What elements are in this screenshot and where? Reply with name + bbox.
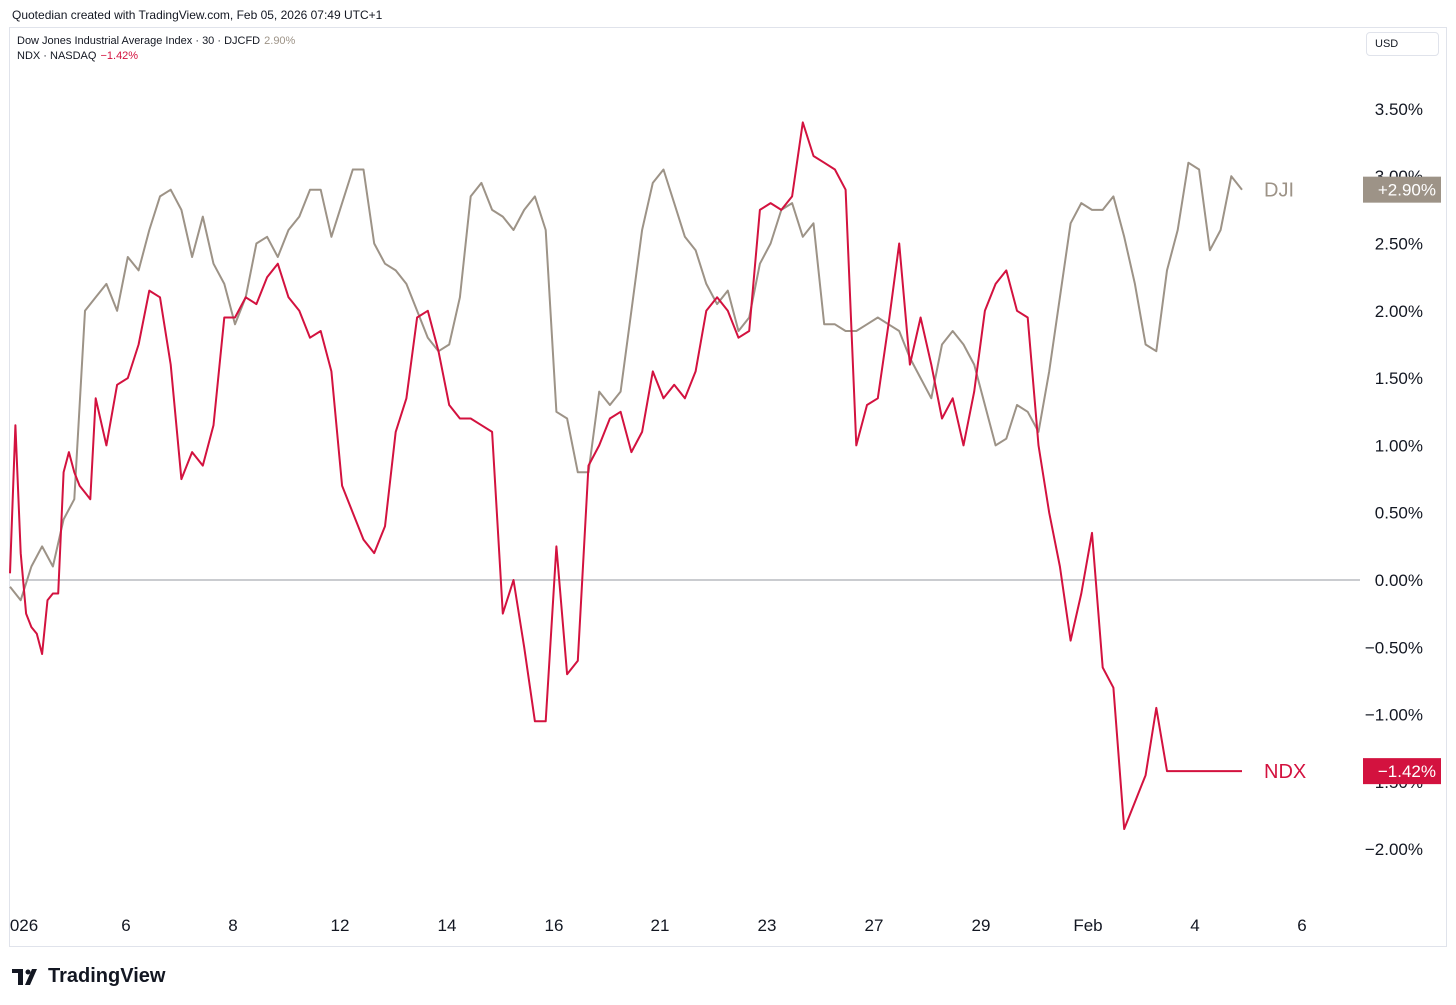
legend-dji-value: 2.90% <box>264 35 296 47</box>
tradingview-logo-icon <box>12 968 37 985</box>
x-tick-label: 8 <box>228 916 237 935</box>
last-value-label-ndx: −1.42% <box>1378 762 1436 781</box>
last-value-badge-ndx <box>1363 758 1441 785</box>
series-line-ndx[interactable] <box>9 121 1242 830</box>
y-tick-label: −2.00% <box>1365 840 1423 859</box>
y-tick-label: −0.50% <box>1365 638 1423 657</box>
series-name-dji: DJI <box>1264 180 1294 202</box>
x-tick-label: 12 <box>331 916 350 935</box>
y-tick-label: 0.50% <box>1375 504 1423 523</box>
legend-ndx[interactable]: NDX · NASDAQ −1.42% <box>17 49 295 64</box>
series-line-dji[interactable] <box>9 161 1243 602</box>
y-tick-label: −1.00% <box>1365 706 1423 725</box>
chart-header: Quotedian created with TradingView.com, … <box>12 8 383 22</box>
brand-name: TradingView <box>48 965 166 987</box>
y-tick-label: 0.00% <box>1375 571 1423 590</box>
y-tick-label: 1.00% <box>1375 436 1423 455</box>
brand: TradingView <box>12 965 165 988</box>
series-name-ndx: NDX <box>1264 761 1306 783</box>
currency-button[interactable]: USD <box>1366 32 1439 56</box>
x-tick-label: 14 <box>438 916 457 935</box>
x-tick-label: 026 <box>10 916 38 935</box>
y-tick-label: 2.00% <box>1375 302 1423 321</box>
y-tick-label: 3.50% <box>1375 100 1423 119</box>
x-tick-label: 6 <box>121 916 130 935</box>
legend-ndx-label: NDX · NASDAQ <box>17 50 97 62</box>
legend: Dow Jones Industrial Average Index · 30 … <box>17 34 295 64</box>
x-tick-label: 16 <box>545 916 564 935</box>
x-tick-label: 4 <box>1190 916 1199 935</box>
x-tick-label: 6 <box>1297 916 1306 935</box>
legend-ndx-value: −1.42% <box>100 50 139 62</box>
last-value-label-dji: +2.90% <box>1378 181 1436 200</box>
chart-frame <box>9 27 1447 947</box>
y-tick-label: 2.50% <box>1375 235 1423 254</box>
x-tick-label: Feb <box>1073 916 1102 935</box>
legend-dji[interactable]: Dow Jones Industrial Average Index · 30 … <box>17 34 295 49</box>
last-value-badge-dji <box>1363 176 1441 203</box>
x-tick-label: 29 <box>972 916 991 935</box>
y-tick-label: 1.50% <box>1375 369 1423 388</box>
x-tick-label: 21 <box>651 916 670 935</box>
legend-dji-label: Dow Jones Industrial Average Index · 30 … <box>17 35 261 47</box>
x-tick-label: 27 <box>865 916 884 935</box>
x-tick-label: 23 <box>758 916 777 935</box>
